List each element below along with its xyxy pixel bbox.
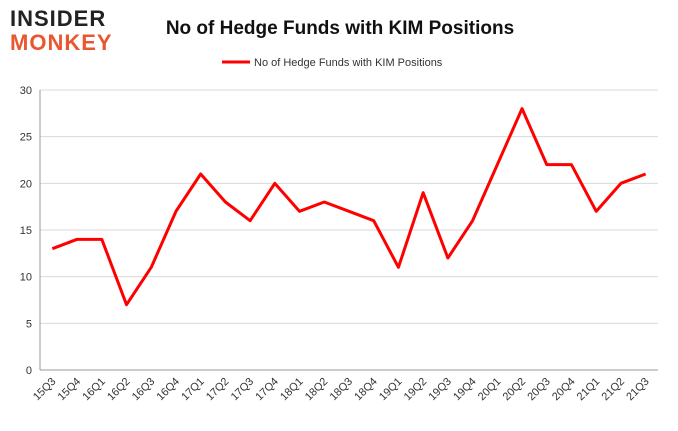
y-tick-label: 0	[26, 365, 32, 377]
logo-line1: INSIDER	[10, 6, 106, 31]
y-tick-label: 10	[20, 272, 32, 284]
y-tick-label: 25	[20, 132, 32, 144]
y-tick-label: 5	[26, 318, 32, 330]
chart-title: No of Hedge Funds with KIM Positions	[166, 18, 514, 39]
legend-label: No of Hedge Funds with KIM Positions	[254, 57, 443, 69]
line-series	[51, 107, 647, 307]
logo-line2: MONKEY	[10, 30, 113, 55]
y-tick-label: 30	[20, 85, 32, 97]
y-tick-label: 20	[20, 178, 32, 190]
y-tick-label: 15	[20, 225, 32, 237]
